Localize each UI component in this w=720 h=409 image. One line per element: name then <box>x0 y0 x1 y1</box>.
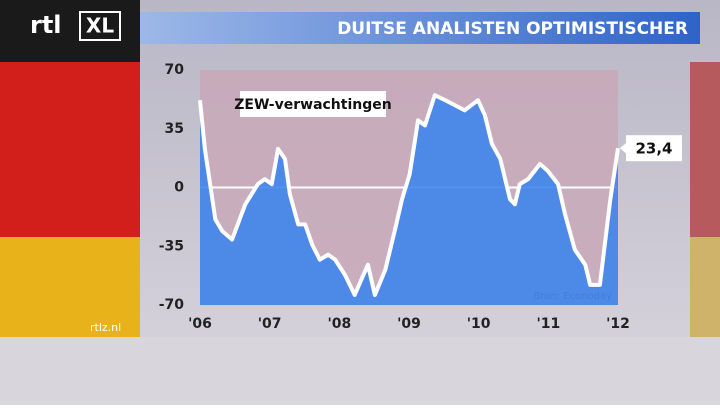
flag-red <box>0 62 140 237</box>
area <box>200 95 618 305</box>
y-tick-label: -35 <box>159 238 184 254</box>
x-tick-label: '06 <box>188 316 212 332</box>
header-title: DUITSE ANALISTEN OPTIMISTISCHER <box>337 19 688 39</box>
legend-label: ZEW-verwachtingen <box>234 97 391 113</box>
logo: rtl <box>30 11 62 39</box>
value-label: 23,4 <box>635 140 672 158</box>
site-label: rtlz.nl <box>90 321 121 334</box>
flag-red-right <box>690 62 720 237</box>
flag-gold-right <box>690 237 720 337</box>
y-tick-label: 35 <box>165 121 184 137</box>
x-tick-label: '07 <box>258 316 282 332</box>
logo-xl: XL <box>86 14 114 38</box>
logo-box <box>79 11 121 41</box>
x-tick-label: '12 <box>606 316 630 332</box>
value-label-pointer <box>620 142 627 155</box>
y-tick-label: 0 <box>174 180 184 196</box>
flag-black <box>0 0 140 62</box>
line <box>198 93 620 297</box>
header-bar <box>140 12 700 44</box>
y-tick-label: -70 <box>159 297 185 313</box>
x-tick-label: '11 <box>536 316 560 332</box>
value-label-box <box>626 135 682 162</box>
flag-gold <box>0 237 140 337</box>
x-tick-label: '10 <box>467 316 491 332</box>
legend-box <box>240 91 386 117</box>
x-tick-label: '08 <box>327 316 351 332</box>
bottom-band <box>0 337 720 405</box>
x-tick-label: '09 <box>397 316 421 332</box>
y-tick-label: 70 <box>165 62 185 78</box>
